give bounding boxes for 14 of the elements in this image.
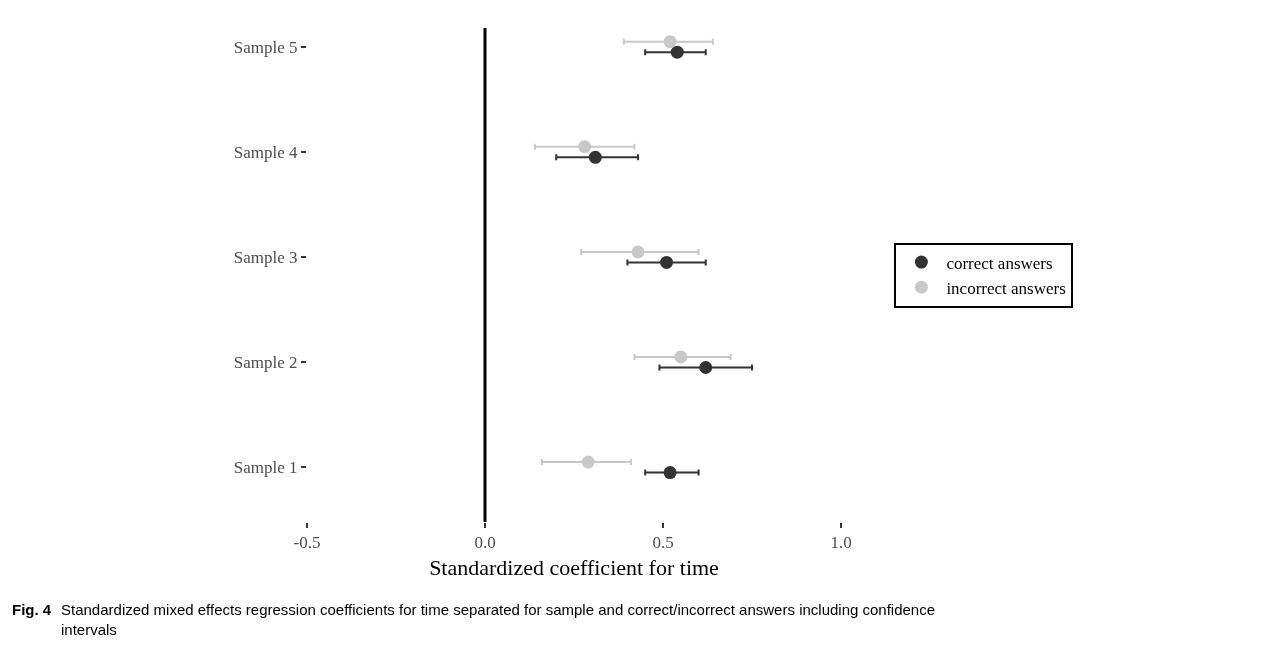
y-tick-label: Sample 2 xyxy=(233,353,298,373)
caption: Fig. 4 xyxy=(12,601,52,618)
text: Standardized mixed effects regression coefficients for time separated for sample and correct/incorrect answers including confidence intervals xyxy=(61,601,936,638)
y-tick-label: Sample 3 xyxy=(233,248,298,268)
x-tick-label: 0.0 xyxy=(474,533,496,553)
y-tick-label: Sample 5 xyxy=(233,37,298,57)
legend-label: incorrect answers xyxy=(946,278,1066,298)
x-axis-title: Standardized coefficient for time xyxy=(429,555,719,581)
y-tick-label: Sample 1 xyxy=(233,458,298,478)
legend-label: correct answers xyxy=(946,253,1053,273)
x-tick-label: -0.5 xyxy=(293,533,321,553)
x-tick-label: 1.0 xyxy=(830,533,852,553)
x-tick-label: 0.5 xyxy=(652,533,674,553)
y-tick-label: Sample 4 xyxy=(233,142,299,162)
